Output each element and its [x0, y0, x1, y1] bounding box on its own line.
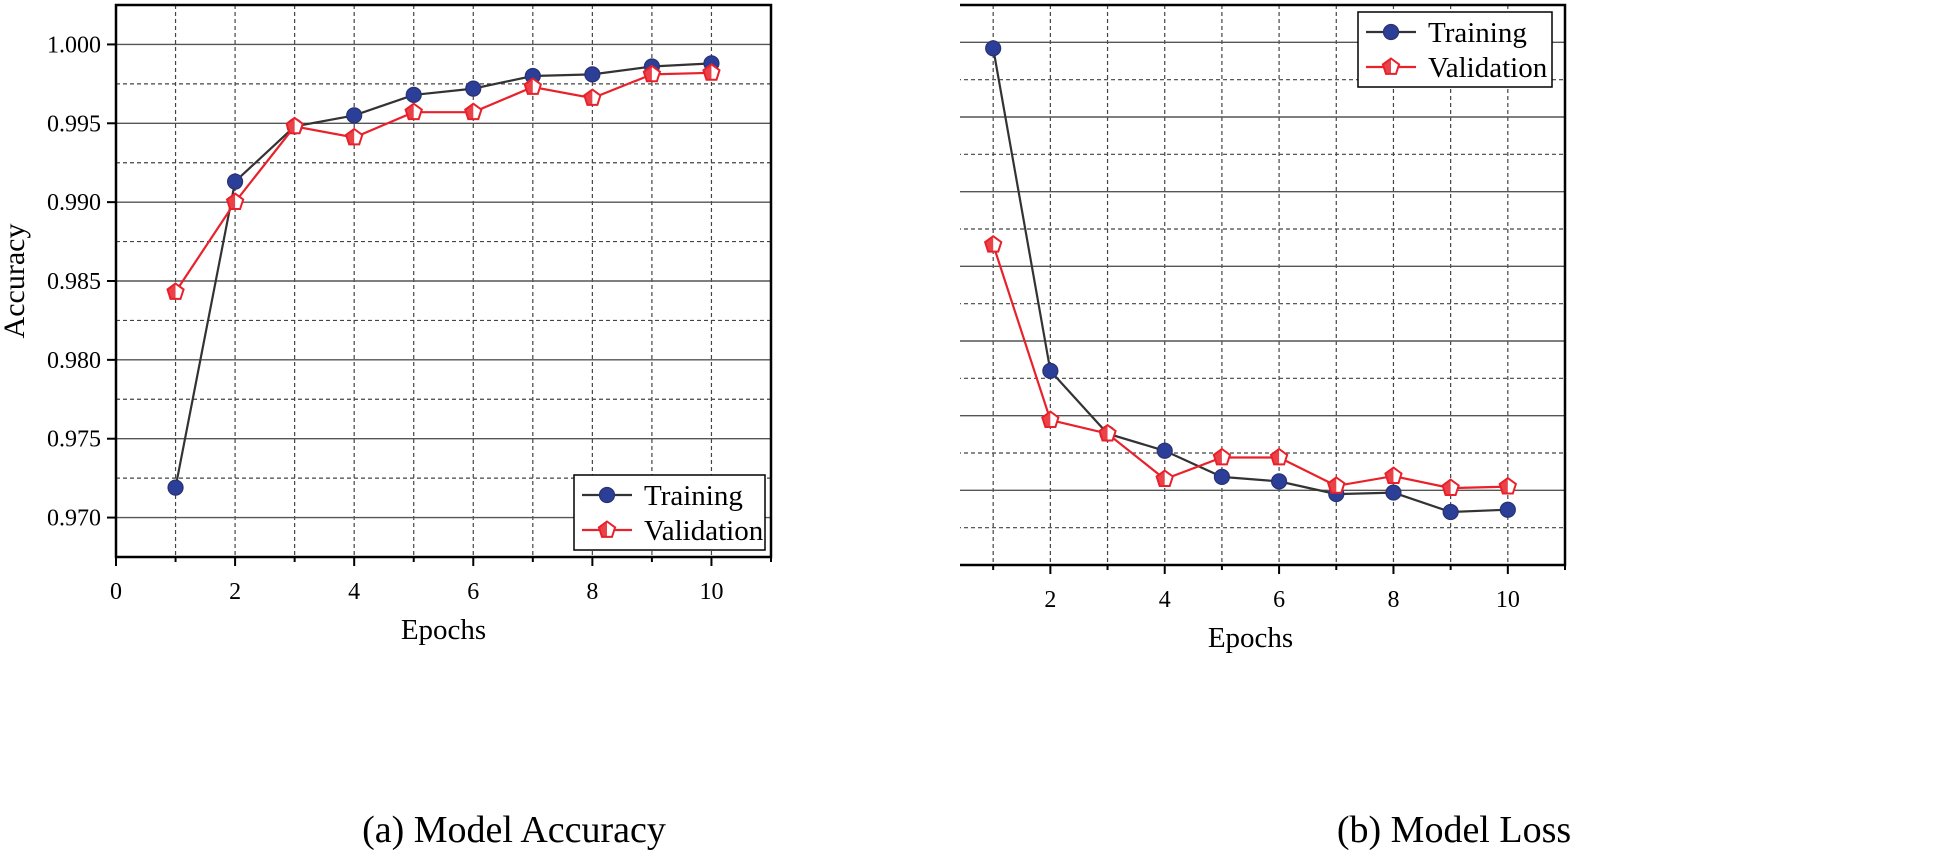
x-tick-label: 10 — [699, 579, 723, 605]
legend-label-validation: Validation — [644, 515, 764, 547]
data-point-training — [985, 40, 1002, 57]
caption-accuracy: (a) Model Accuracy — [362, 809, 666, 851]
data-point-training — [1270, 473, 1288, 490]
x-tick-label: 4 — [348, 579, 360, 605]
legend-marker-training — [1382, 23, 1400, 41]
data-point-training — [1385, 484, 1402, 501]
x-axis-label: Epochs — [1208, 622, 1293, 654]
data-point-training — [1442, 503, 1459, 521]
x-tick-label: 6 — [1273, 587, 1285, 613]
series-line-training — [174, 62, 712, 488]
data-point-training — [584, 66, 601, 83]
x-tick-label: 0 — [110, 579, 122, 605]
data-point-training — [346, 107, 363, 124]
y-tick-label: 0.970 — [47, 506, 101, 532]
y-axis-label: Accuracy — [0, 224, 31, 339]
data-point-training — [1156, 442, 1173, 459]
caption-loss: (b) Model Loss — [1336, 809, 1572, 851]
series-line-training — [992, 48, 1508, 514]
data-point-training — [167, 479, 184, 496]
x-tick-label: 4 — [1159, 587, 1171, 613]
y-tick-label: 1.000 — [47, 32, 101, 58]
legend-label-training: Training — [1428, 17, 1527, 49]
x-tick-label: 2 — [229, 579, 241, 605]
data-point-training — [1499, 501, 1516, 518]
y-tick-label: 0.995 — [47, 111, 101, 137]
x-tick-label: 8 — [1387, 587, 1399, 613]
y-tick-label: 0.990 — [47, 190, 101, 216]
x-tick-label: 6 — [467, 579, 479, 605]
series-line-validation — [992, 244, 1508, 490]
loss-chart: 0.000.010.020.030.040.050.060.070246810E… — [960, 3, 1567, 654]
data-point-training — [465, 80, 482, 97]
series-line-validation — [174, 71, 712, 293]
plot-frame — [960, 3, 1567, 567]
legend-label-validation: Validation — [1428, 52, 1548, 84]
data-point-training — [226, 173, 244, 190]
y-tick-label: 0.975 — [47, 427, 101, 453]
accuracy-chart: 0.970 0.975 0.980 0.985 0.990 0.995 1.000 0 2 4 6 8… — [0, 3, 773, 646]
legend-label-training: Training — [644, 480, 743, 512]
data-point-training — [405, 86, 422, 103]
x-tick-label: 8 — [586, 579, 598, 605]
y-tick-label: 0.980 — [47, 348, 101, 374]
x-tick-label: 10 — [1496, 587, 1520, 613]
x-tick-label: 2 — [1044, 587, 1056, 613]
x-axis-label: Epochs — [401, 614, 486, 646]
data-point-training — [1213, 468, 1231, 485]
y-tick-label: 0.985 — [47, 269, 101, 295]
data-point-training — [1042, 362, 1059, 379]
legend-marker-training — [598, 486, 616, 504]
